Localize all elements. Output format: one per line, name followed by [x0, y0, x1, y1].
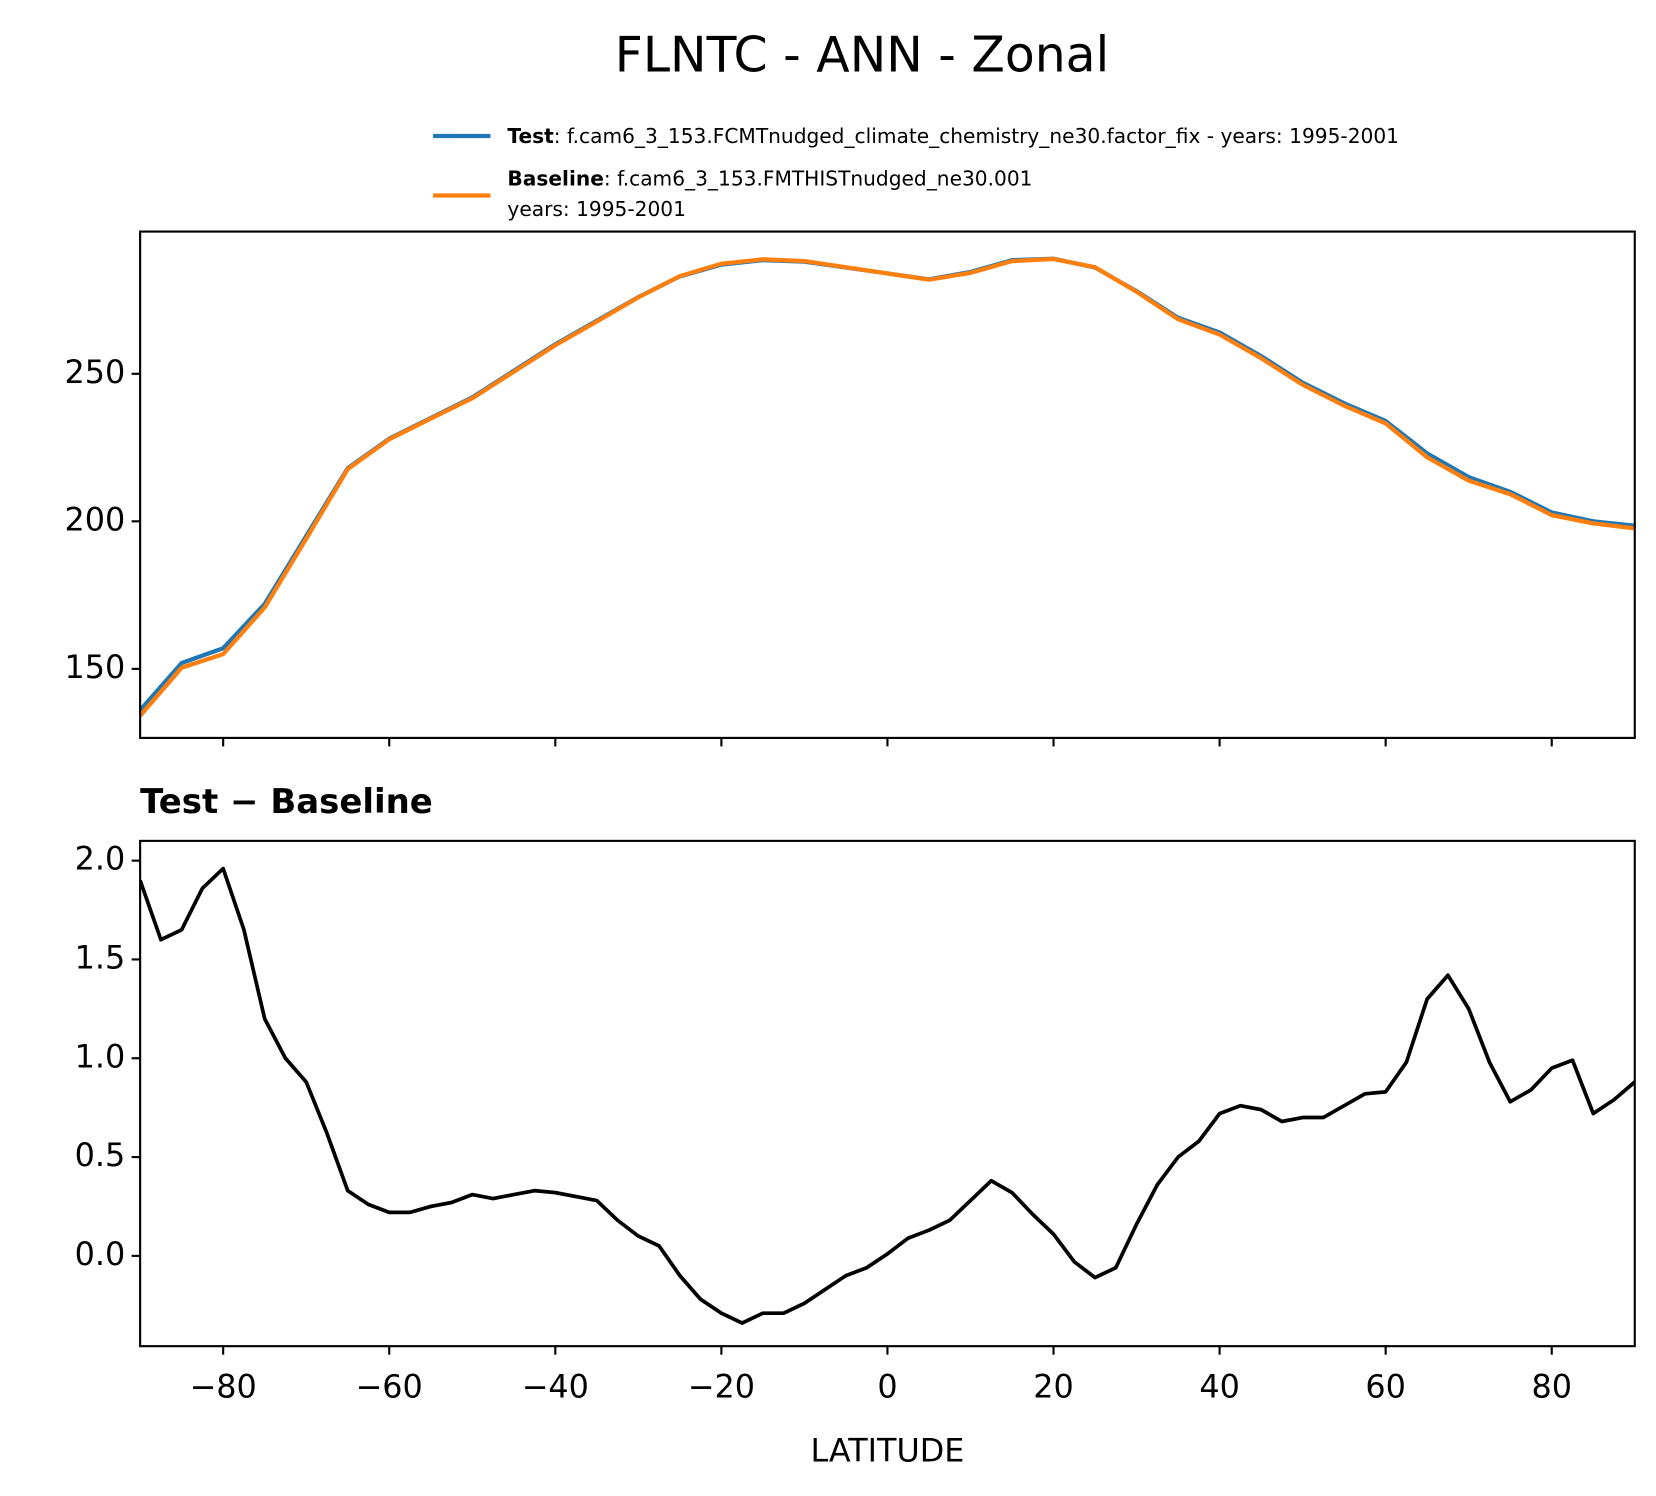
legend-text: : f.cam6_3_153.FCMTnudged_climate_chemis… [554, 124, 1399, 148]
axes-frame [139, 230, 1636, 739]
legend: Test: f.cam6_3_153.FCMTnudged_climate_ch… [433, 124, 1399, 221]
y-tick-label: 150 [64, 648, 125, 686]
legend-entry: Test: f.cam6_3_153.FCMTnudged_climate_ch… [507, 124, 1399, 148]
x-tick-label: 80 [1531, 1368, 1572, 1406]
legend-name: Test [507, 124, 554, 148]
y-tick-label: 0.5 [75, 1136, 126, 1174]
x-tick-label: 0 [877, 1368, 897, 1406]
legend-name: Baseline [507, 166, 603, 190]
y-tick-label: 250 [64, 353, 125, 391]
x-tick-label: 20 [1033, 1368, 1074, 1406]
data-line [140, 256, 1635, 712]
x-tick-label: −60 [356, 1368, 423, 1406]
subplot-title: Test − Baseline [140, 782, 433, 822]
y-tick-label: 1.0 [75, 1037, 126, 1075]
y-tick-label: 200 [64, 500, 125, 538]
y-tick-label: 2.0 [75, 840, 126, 878]
legend-text: years: 1995-2001 [507, 197, 686, 221]
x-tick-label: 40 [1199, 1368, 1240, 1406]
legend-text: : f.cam6_3_153.FMTHISTnudged_ne30.001 [604, 166, 1033, 190]
axes-frame [139, 839, 1636, 1348]
x-tick-label: 60 [1365, 1368, 1406, 1406]
data-line [140, 866, 1635, 1325]
x-tick-label: −80 [190, 1368, 257, 1406]
legend-entry: Baseline: f.cam6_3_153.FMTHISTnudged_ne3… [507, 166, 1032, 190]
data-line [140, 256, 1635, 718]
plot-area [140, 256, 1635, 718]
plot-area [140, 866, 1635, 1325]
y-tick-label: 1.5 [75, 938, 126, 976]
x-tick-label: −20 [688, 1368, 755, 1406]
y-tick-label: 0.0 [75, 1235, 126, 1273]
chart-title: FLNTC - ANN - Zonal [615, 27, 1109, 84]
x-tick-label: −40 [522, 1368, 589, 1406]
x-axis-label: LATITUDE [810, 1431, 964, 1469]
